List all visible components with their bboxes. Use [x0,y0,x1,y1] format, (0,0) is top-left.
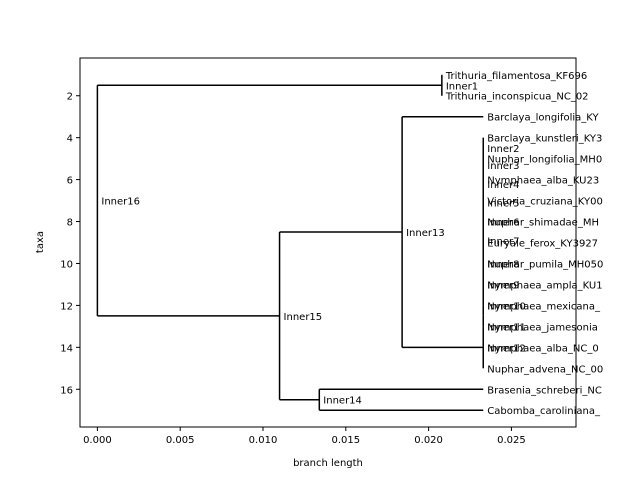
inner-label-inner12: Inner12 [487,343,526,354]
tip-label-nuphar-longifolia-mh0: Nuphar_longifolia_MH0 [487,155,602,166]
x-tick-label: 0.010 [249,435,278,446]
tip-label-euryale-ferox-ky3927: Euryale_ferox_KY3927 [487,239,598,250]
y-tick-label: 12 [60,301,73,312]
inner-label-inner7: Inner7 [487,236,519,247]
tree-branches [96,74,485,411]
inner-label-inner16: Inner16 [101,197,140,208]
x-axis-label: branch length [293,458,363,469]
tip-label-nymphaea-ampla-ku1: Nymphaea_ampla_KU1 [487,280,602,291]
x-tick-label: 0.000 [83,435,112,446]
tip-label-nymphaea-alba-nc-0: Nymphaea_alba_NC_0 [487,343,598,354]
y-tick-label: 8 [67,218,73,229]
inner-label-inner13: Inner13 [406,228,445,239]
inner-label-inner3: Inner3 [487,161,519,172]
tip-label-barclaya-kunstleri-ky3: Barclaya_kunstleri_KY3 [487,134,602,145]
inner-label-inner14: Inner14 [323,396,362,407]
inner-label-inner15: Inner15 [284,312,323,323]
inner-label-inner11: Inner11 [487,322,526,333]
inner-label-inner8: Inner8 [487,259,519,270]
tip-label-trithuria-filamentosa-kf696: Trithuria_filamentosa_KF696 [445,71,587,82]
y-tick-label: 2 [67,92,73,103]
inner-node-labels: Inner1 Inner16 Inner13 Inner15 Inner14 Inner2… [101,81,525,406]
tip-label-nymphaea-alba-ku23: Nymphaea_alba_KU23 [487,176,599,187]
y-tick-label: 4 [67,134,73,145]
tip-label-nymphaea-jamesonia: Nymphaea_jamesonia [487,322,598,333]
tip-label-trithuria-inconspicua-nc-02: Trithuria_inconspicua_NC_02 [445,92,589,103]
x-tick-label: 0.005 [166,435,195,446]
tip-label-victoria-cruziana-ky00: Victoria_cruziana_KY00 [487,197,603,208]
y-axis-ticks: 2 4 6 8 10 12 14 16 [60,92,80,396]
tip-label-nuphar-pumila-mh050: Nuphar_pumila_MH050 [487,259,603,270]
tip-label-cabomba-caroliniana-: Cabomba_caroliniana_ [487,406,601,417]
x-tick-label: 0.025 [497,435,526,446]
tip-label-nuphar-advena-nc-00: Nuphar_advena_NC_00 [487,364,603,375]
tip-label-nuphar-shimadae-mh: Nuphar_shimadae_MH [487,218,599,229]
y-tick-label: 6 [67,176,73,187]
x-tick-label: 0.015 [331,435,360,446]
tip-label-brasenia-schreberi-nc: Brasenia_schreberi_NC [487,385,602,396]
y-tick-label: 10 [60,259,73,270]
inner-label-inner4: Inner4 [487,180,519,191]
y-tick-label: 16 [60,385,73,396]
y-axis-label: taxa [35,231,46,253]
inner-label-inner6: Inner6 [487,218,519,229]
plot-frame [79,57,577,428]
inner-label-inner2: Inner2 [487,144,519,155]
inner-label-inner10: Inner10 [487,301,526,312]
tip-label-barclaya-longifolia-ky: Barclaya_longifolia_KY [487,113,599,124]
tip-label-nymphaea-mexicana-: Nymphaea_mexicana_ [487,301,601,312]
y-tick-label: 14 [60,343,73,354]
tip-labels: Trithuria_filamentosa_KF696 Trithuria_inc… [445,71,603,417]
x-tick-label: 0.020 [414,435,443,446]
inner-label-inner9: Inner9 [487,280,519,291]
x-axis-ticks: 0.000 0.005 0.010 0.015 0.020 0.025 [83,427,526,446]
inner-label-inner5: Inner5 [487,199,519,210]
inner-label-inner1: Inner1 [446,81,478,92]
